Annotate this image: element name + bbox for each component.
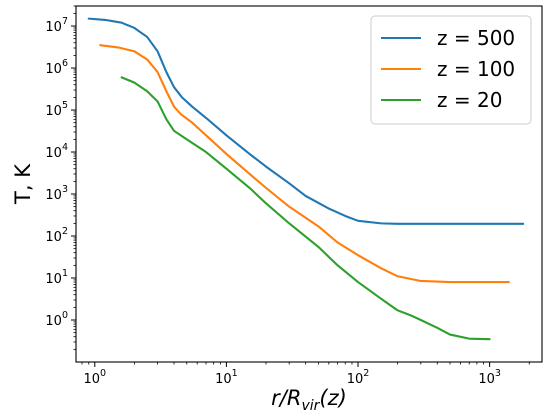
legend-label-0: z = 500	[437, 26, 515, 50]
y-tick-label-base: 10	[45, 62, 62, 77]
x-tick-label: 103	[478, 368, 501, 387]
y-tick-label-exp: 7	[62, 16, 68, 27]
y-tick-label-base: 10	[45, 188, 62, 203]
y-tick-label-exp: 0	[62, 310, 68, 321]
plot-frame	[75, 5, 543, 363]
y-tick-label: 101	[45, 268, 68, 287]
x-axis-label: r/Rvir(z)	[271, 386, 347, 414]
x-tick-label-base: 10	[347, 372, 364, 387]
x-axis-label-tail: (z)	[319, 386, 346, 410]
x-tick-label-exp: 1	[232, 368, 238, 379]
legend: z = 500 z = 100 z = 20	[370, 15, 532, 125]
y-tick-label-base: 10	[45, 146, 62, 161]
legend-box	[370, 15, 532, 125]
x-tick-label-exp: 0	[100, 368, 106, 379]
legend-label-2: z = 20	[437, 88, 502, 112]
y-tick-label-exp: 2	[62, 226, 68, 237]
series-line-0	[87, 17, 525, 225]
y-tick-label-base: 10	[45, 230, 62, 245]
x-tick-label: 102	[347, 368, 370, 387]
x-tick-label-exp: 2	[363, 368, 369, 379]
y-tick-label: 107	[45, 16, 68, 35]
x-tick-label-base: 10	[478, 372, 495, 387]
plot-area	[87, 17, 525, 341]
y-axis-label: T, K	[11, 163, 35, 205]
x-tick-label-base: 10	[215, 372, 232, 387]
series-line-1	[99, 44, 510, 284]
y-tick-label-base: 10	[45, 314, 62, 329]
y-tick-label-exp: 6	[62, 58, 68, 69]
y-tick-label-base: 10	[45, 104, 62, 119]
y-tick-label-base: 10	[45, 272, 62, 287]
y-tick-label: 105	[45, 100, 68, 119]
y-tick-label: 103	[45, 184, 68, 203]
x-tick-label-base: 10	[83, 372, 100, 387]
x-axis-label-sub: vir	[301, 398, 320, 414]
y-tick-label: 102	[45, 226, 68, 245]
y-tick-label: 100	[45, 310, 68, 329]
y-tick-label: 106	[45, 58, 68, 77]
y-tick-label-exp: 5	[62, 100, 68, 111]
x-axis-label-base: r/R	[271, 386, 301, 410]
x-tick-label: 100	[83, 368, 106, 387]
legend-label-1: z = 100	[437, 57, 515, 81]
y-tick-label: 104	[45, 142, 68, 161]
y-tick-label-exp: 3	[62, 184, 68, 195]
y-tick-label-exp: 1	[62, 268, 68, 279]
x-tick-label-exp: 3	[495, 368, 501, 379]
y-tick-label-base: 10	[45, 20, 62, 35]
y-tick-label-exp: 4	[62, 142, 68, 153]
series-line-2	[120, 76, 491, 341]
x-tick-label: 101	[215, 368, 238, 387]
